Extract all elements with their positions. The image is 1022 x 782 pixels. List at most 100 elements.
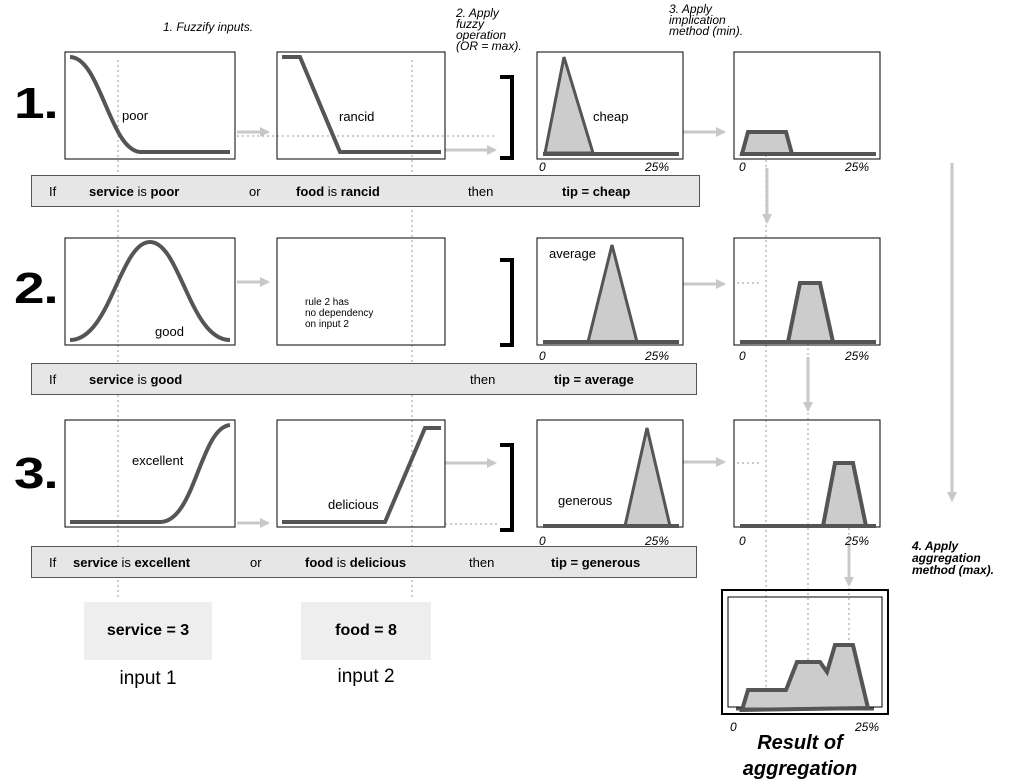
- step4-label: 4. Apply aggregation method (max).: [912, 540, 994, 576]
- step3-label: 3. Apply implication method (min).: [669, 2, 744, 38]
- step2-line1: 2. Apply: [456, 6, 499, 20]
- rule3-is1: is: [117, 555, 135, 570]
- rule1-consequent: tip = cheap: [562, 184, 631, 199]
- rule2-var1: service: [89, 372, 134, 387]
- rule1-is2: is: [324, 184, 341, 199]
- rule1-number: 1.: [14, 79, 59, 128]
- rule1-output-label: cheap: [593, 109, 629, 124]
- rule1-input1-panel: [64, 51, 236, 160]
- rule3-then: then: [469, 555, 495, 570]
- rule3-output-axis-min: 0: [539, 534, 546, 548]
- rule1-implication-axis-min: 0: [739, 160, 746, 174]
- rule1-var2: food: [296, 184, 325, 199]
- rule1-implication-axis-max: 25%: [845, 160, 870, 174]
- rule2-consequent: tip = average: [554, 372, 634, 387]
- rule3-output-panel: [536, 419, 684, 528]
- rule1-output-axis-max: 25%: [645, 160, 670, 174]
- flow-arrows: [237, 127, 957, 587]
- input1-value-box: service = 3: [84, 602, 212, 660]
- rule2-output-label: average: [549, 246, 596, 261]
- step3-line2: implication: [669, 13, 726, 27]
- rule3-is2: is: [333, 555, 350, 570]
- step2-line4: (OR = max).: [456, 39, 522, 53]
- rule1-var1: service: [89, 184, 134, 199]
- rule2-note-line2: no dependency: [305, 308, 374, 319]
- rule2-antecedent1: service is good: [89, 372, 182, 387]
- rule2-input1-panel: [64, 237, 236, 346]
- result-line1: Result of: [757, 732, 843, 754]
- rule1-if: If: [49, 184, 57, 199]
- rule3-input1-panel: [64, 419, 236, 528]
- step3-line3: method (min).: [669, 24, 744, 38]
- rule1-output-axis-min: 0: [539, 160, 546, 174]
- rule2-output-axis-min: 0: [539, 349, 546, 363]
- rule2-output-axis-max: 25%: [645, 349, 670, 363]
- rule1-input2-panel: [276, 51, 446, 160]
- rule3-implication-axis-min: 0: [739, 534, 746, 548]
- input2-value-box: food = 8: [301, 602, 431, 660]
- rule2-input1-label: good: [154, 324, 185, 339]
- rule2-implication-panel: [733, 237, 881, 346]
- rule3-var2: food: [305, 555, 334, 570]
- aggregation-axis-min: 0: [730, 720, 737, 734]
- rule1-term1: poor: [150, 184, 180, 199]
- rule2-note-line3: on input 2: [305, 319, 349, 330]
- rule2-output-panel: [536, 237, 684, 346]
- rule1-is1: is: [133, 184, 151, 199]
- result-line2: aggregation: [742, 758, 858, 780]
- rule3-consequent: tip = generous: [551, 555, 641, 570]
- rule3-input2-panel: [276, 419, 446, 528]
- rule2-then: then: [470, 372, 496, 387]
- rule2-implication-axis-max: 25%: [845, 349, 870, 363]
- rule3-implication-axis-max: 25%: [845, 534, 870, 548]
- rule1-statement: If service is poor or food is rancid the…: [31, 175, 700, 207]
- step4-line2: aggregation: [912, 551, 981, 565]
- aggregation-axis-max: 25%: [855, 720, 880, 734]
- rule1-output-panel: [536, 51, 684, 160]
- rule3-connector: or: [250, 555, 262, 570]
- step3-line1: 3. Apply: [669, 2, 712, 16]
- rule3-statement: If service is excellent or food is delic…: [31, 546, 697, 578]
- rule3-antecedent1: service is excellent: [73, 555, 190, 570]
- input2-caption: input 2: [337, 666, 395, 687]
- rule3-if: If: [49, 555, 57, 570]
- rule3-input2-label: delicious: [327, 497, 380, 512]
- aggregation-panel: [721, 589, 889, 715]
- step2-line2: fuzzy: [456, 17, 485, 31]
- rule1-antecedent1: service is poor: [89, 184, 179, 199]
- rule2-note-line1: rule 2 has: [305, 297, 349, 308]
- step2-line3: operation: [456, 28, 507, 42]
- rule3-term1: excellent: [134, 555, 191, 570]
- rule1-term2: rancid: [340, 184, 380, 199]
- rule3-number: 3.: [14, 449, 59, 498]
- rule3-output-axis-max: 25%: [645, 534, 670, 548]
- rule2-is1: is: [133, 372, 151, 387]
- rule2-term1: good: [150, 372, 183, 387]
- step4-line3: method (max).: [912, 563, 995, 577]
- step2-label: 2. Apply fuzzy operation (OR = max).: [456, 6, 522, 53]
- rule2-number: 2.: [14, 264, 59, 313]
- rule1-then: then: [468, 184, 494, 199]
- rule1-antecedent2: food is rancid: [296, 184, 380, 199]
- rule3-output-label: generous: [558, 493, 613, 508]
- rule3-input1-label: excellent: [131, 453, 185, 468]
- rule3-implication-panel: [733, 419, 881, 528]
- rule3-antecedent2: food is delicious: [305, 555, 406, 570]
- rule2-implication-axis-min: 0: [739, 349, 746, 363]
- step4-line1: 4. Apply: [912, 539, 959, 553]
- rule2-if: If: [49, 372, 57, 387]
- rule2-no-dependency-note: rule 2 has no dependency on input 2: [305, 297, 415, 330]
- rule1-input1-label: poor: [121, 108, 150, 123]
- rule3-var1: service: [73, 555, 118, 570]
- step1-label: 1. Fuzzify inputs.: [163, 20, 254, 34]
- rule2-statement: If service is good then tip = average: [31, 363, 697, 395]
- rule1-connector: or: [249, 184, 261, 199]
- input1-caption: input 1: [119, 668, 177, 689]
- rule2-input2-panel: [276, 237, 446, 346]
- rule3-term2: delicious: [349, 555, 407, 570]
- rule1-implication-panel: [733, 51, 881, 160]
- aggregation-result-label: Result of aggregation: [720, 730, 880, 782]
- or-brackets: [500, 75, 514, 532]
- rule1-input2-label: rancid: [338, 109, 376, 124]
